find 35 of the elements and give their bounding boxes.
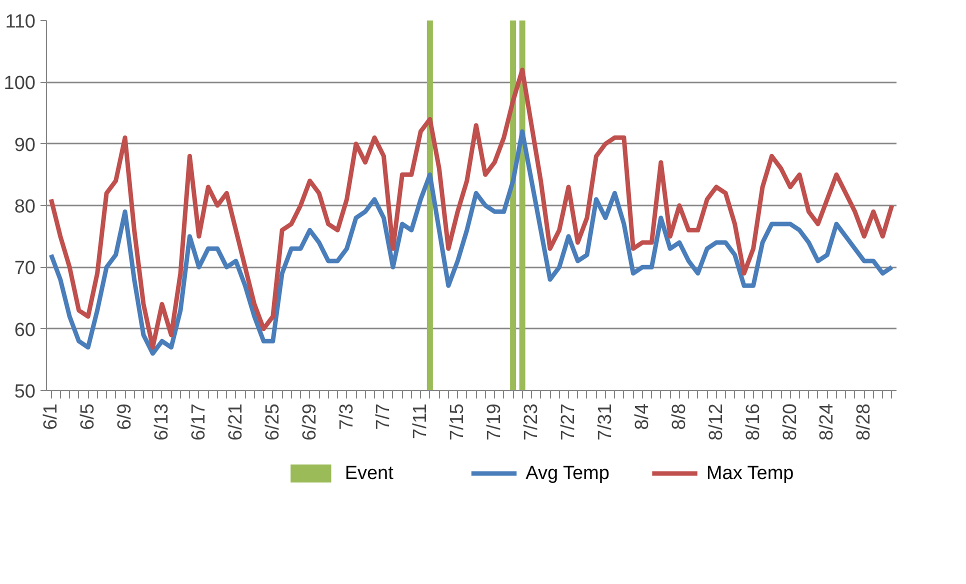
x-tick-label: 8/24 [816,403,838,440]
y-tick-label: 110 [5,12,36,32]
x-tick-label: 7/31 [594,403,616,440]
y-tick-label: 80 [14,196,36,218]
x-tick-label: 7/19 [484,403,506,440]
y-tick-label: 70 [14,258,36,280]
x-tick-label: 6/29 [299,403,320,440]
x-tick-label: 7/15 [447,403,468,440]
x-tick-label: 7/27 [558,403,580,440]
x-tick-label: 8/4 [632,403,653,430]
y-tick-label: 90 [14,134,36,156]
line-series [48,129,894,356]
legend-label: Event [344,463,394,484]
x-tick-label: 6/5 [78,403,99,430]
x-tick-label: 7/23 [521,403,542,440]
x-tick-label: 6/9 [114,403,136,430]
x-tick-label: 7/3 [336,403,358,430]
x-tick-label: 8/8 [668,403,690,430]
x-tick-label: 8/28 [854,403,875,440]
y-tick-label: 60 [14,320,36,341]
x-tick-label: 8/16 [742,403,764,440]
y-tick-label: 100 [4,73,36,94]
x-tick-label: 6/13 [151,403,172,440]
x-tick-label: 8/20 [780,403,801,440]
line-series [48,68,894,350]
x-tick-label: 6/17 [188,403,210,440]
x-tick-label: 6/21 [225,403,246,440]
x-tick-label: 6/25 [262,403,284,440]
x-tick-label: 6/1 [40,403,62,430]
y-tick-label: 50 [14,382,36,402]
x-tick-label: 7/7 [373,403,394,430]
x-tick-label: 7/11 [410,403,432,440]
legend-label: Max Temp [706,463,794,484]
legend-label: Avg Temp [526,463,610,484]
x-tick-label: 8/12 [706,403,727,440]
